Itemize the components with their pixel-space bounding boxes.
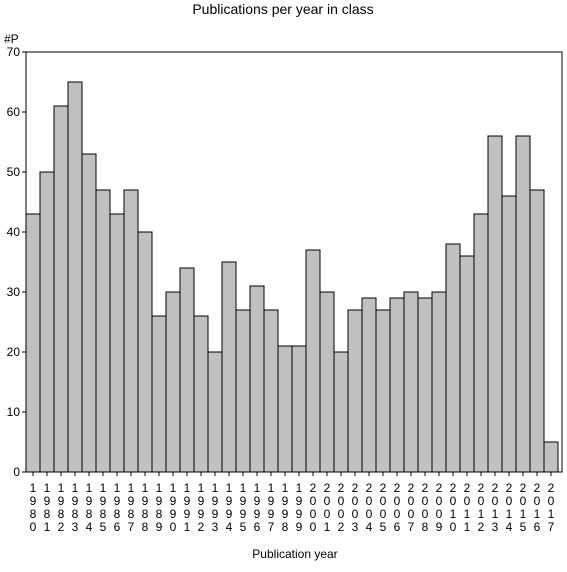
y-tick-label: 30	[7, 285, 21, 299]
y-tick-label: 60	[7, 105, 21, 119]
bar-1991	[179, 267, 195, 473]
bar-1981	[39, 171, 55, 473]
bar-1988	[137, 231, 153, 473]
bar-1980	[25, 213, 41, 473]
y-tick-label: 10	[7, 405, 21, 419]
bar-2015	[515, 135, 531, 473]
bar-2002	[333, 351, 349, 473]
bar-1984	[81, 153, 97, 473]
bar-1998	[277, 345, 293, 473]
bar-2009	[431, 291, 447, 473]
y-tick-label: 70	[7, 45, 21, 59]
bar-1999	[291, 345, 307, 473]
bar-2010	[445, 243, 461, 473]
bar-1982	[53, 105, 69, 473]
y-tick-label: 50	[7, 165, 21, 179]
bar-2006	[389, 297, 405, 473]
y-tick-label: 40	[7, 225, 21, 239]
x-axis-label: Publication year	[252, 547, 337, 561]
bar-2008	[417, 297, 433, 473]
bar-2011	[459, 255, 475, 473]
bar-2017	[543, 441, 559, 473]
bar-2004	[361, 297, 377, 473]
x-axis: 1 9 8 0 1 9 8 1 1 9 8 2 1 9 8 3 1 9 8 4 1 9 8 5 1 9 8 6 1 9 8 7 1 9 8 8 1 9 8 9…	[30, 472, 555, 534]
bar-2012	[473, 213, 489, 473]
bar-2005	[375, 309, 391, 473]
bar-1997	[263, 309, 279, 473]
bar-1990	[165, 291, 181, 473]
y-tick-label: 20	[7, 345, 21, 359]
y-tick-label: 0	[13, 465, 20, 479]
bar-1987	[123, 189, 139, 473]
y-axis: 0 10 20 30 40 50 60 70	[7, 45, 26, 479]
bar-1994	[221, 261, 237, 473]
chart-title: Publications per year in class	[192, 1, 373, 17]
bar-2013	[487, 135, 503, 473]
bar-2000	[305, 249, 321, 473]
bar-1989	[151, 315, 167, 473]
bars-group	[25, 81, 559, 473]
bar-2001	[319, 291, 335, 473]
bar-1983	[67, 81, 83, 473]
y-axis-label: #P	[4, 32, 19, 46]
bar-1985	[95, 189, 111, 473]
bar-1986	[109, 213, 125, 473]
bar-2003	[347, 309, 363, 473]
bar-1992	[193, 315, 209, 473]
bar-2007	[403, 291, 419, 473]
bar-2014	[501, 195, 517, 473]
bar-1995	[235, 309, 251, 473]
bar-1993	[207, 351, 223, 473]
bar-2016	[529, 189, 545, 473]
bar-1996	[249, 285, 265, 473]
